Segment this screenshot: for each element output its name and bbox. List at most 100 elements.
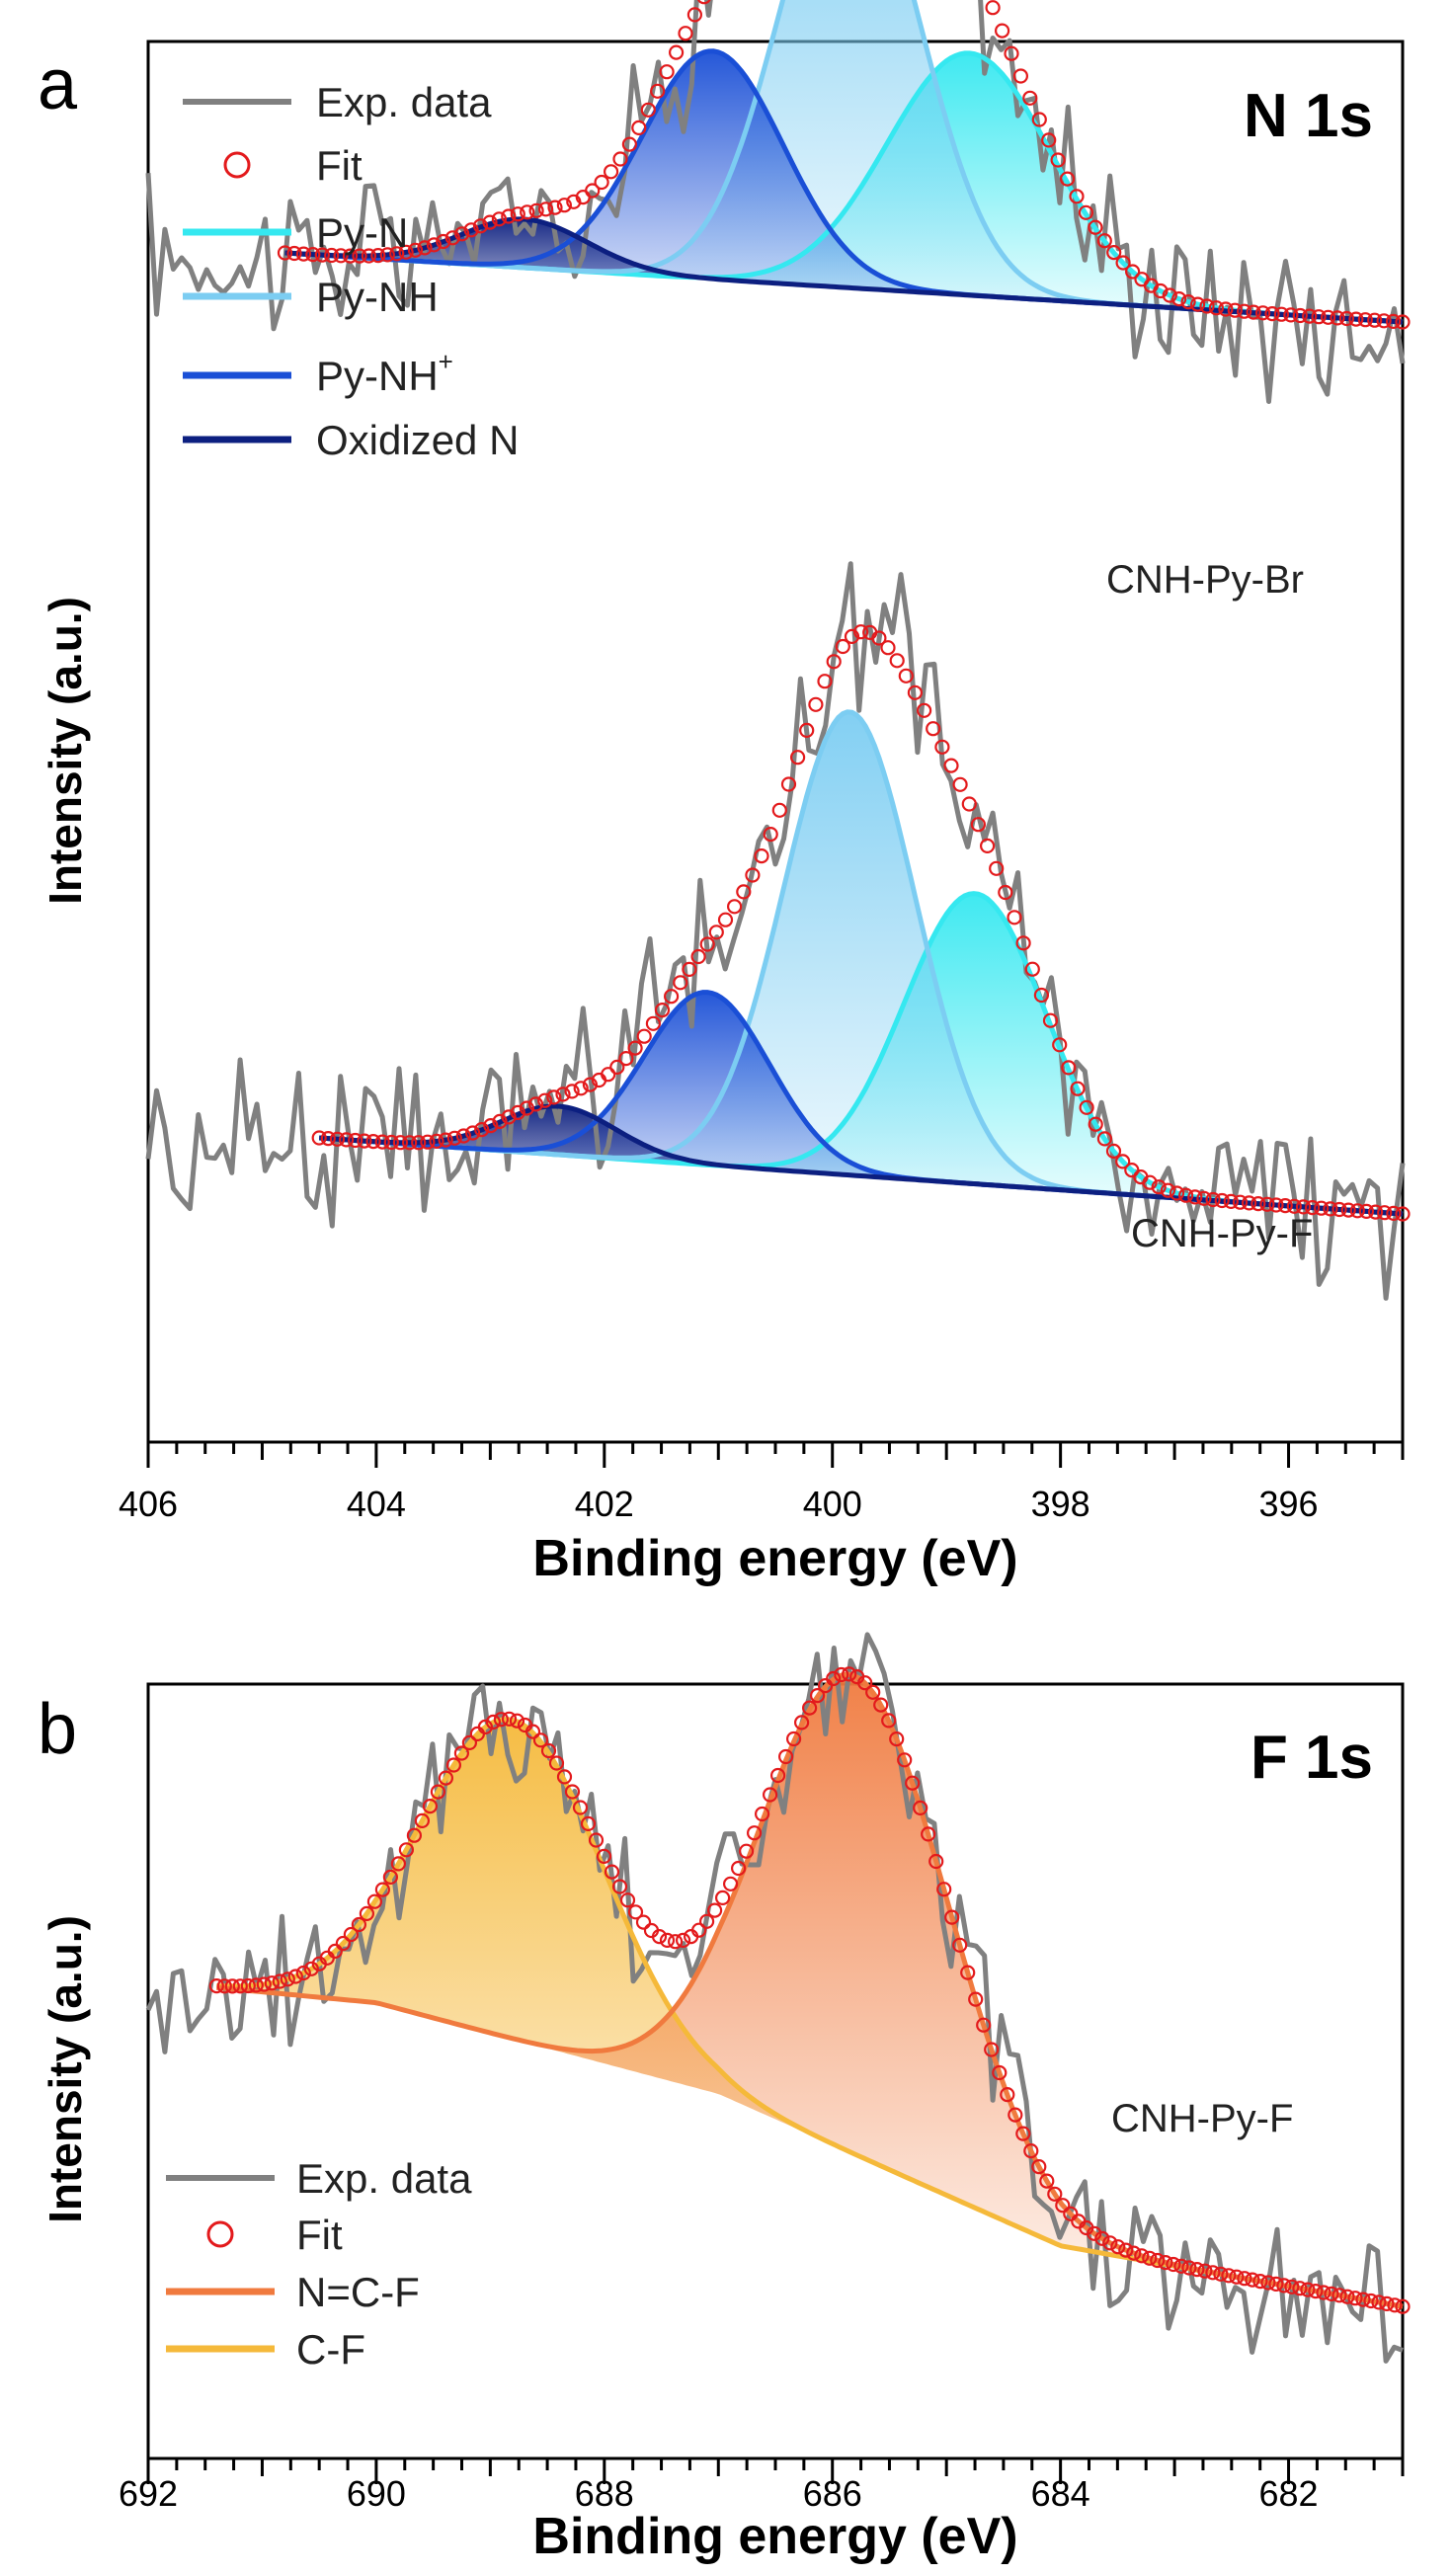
fit-point-cnh-py-br <box>436 233 451 250</box>
fit-point-cnh-py-f <box>556 1769 573 1785</box>
x-tick-label-a-398: 398 <box>1031 1484 1090 1524</box>
fit-point-cnh-py-f <box>1031 2159 1047 2175</box>
fit-point-cnh-py-br <box>342 248 359 264</box>
fit-point-cnh-py-br <box>1199 298 1215 314</box>
fit-point-cnh-py-f <box>232 1978 248 1994</box>
fit-point-cnh-py-f <box>1173 2258 1189 2274</box>
fit-point-cnh-py-f <box>1042 1012 1059 1028</box>
fit-point-cnh-py-f <box>913 1800 928 1816</box>
fit-point-cnh-py-f <box>339 1132 355 1148</box>
fit-point-cnh-py-f <box>564 1784 581 1800</box>
fit-point-cnh-py-f <box>1323 1201 1338 1217</box>
fit-point-cnh-py-f <box>1063 2206 1079 2221</box>
fit-point-cnh-py-br <box>1069 189 1085 204</box>
sample-label-cnh-py-f: CNH-Py-F <box>1131 1212 1313 1255</box>
fit-point-cnh-py-f <box>944 1909 960 1925</box>
fit-point-cnh-py-br <box>985 0 1001 16</box>
sample-label-cnh-py-br: CNH-Py-Br <box>1106 558 1304 602</box>
legend-label-py-nh: Py-NH <box>316 274 439 320</box>
fit-point-cnh-py-br <box>520 204 535 220</box>
fit-point-cnh-py-br <box>1254 305 1271 321</box>
fit-point-cnh-py-f <box>1295 1199 1312 1215</box>
fit-point-cnh-py-br <box>1273 306 1290 322</box>
fit-point-cnh-py-f <box>706 1902 723 1918</box>
fit-point-cnh-py-f <box>540 1742 557 1759</box>
fit-point-cnh-py-f <box>889 1731 905 1747</box>
fit-point-cnh-py-f <box>1102 2235 1118 2251</box>
fit-point-cnh-py-f <box>357 1133 372 1149</box>
fit-point-cnh-py-f <box>943 758 959 773</box>
fit-point-cnh-py-f <box>1237 2271 1252 2287</box>
fit-point-cnh-py-f <box>601 1067 616 1083</box>
fit-point-cnh-py-br <box>417 240 433 256</box>
fit-point-cnh-py-br <box>585 183 601 199</box>
fit-point-cnh-py-f <box>429 1133 444 1150</box>
fit-point-cnh-py-f <box>453 1745 469 1761</box>
fit-point-cnh-py-f <box>365 1133 381 1150</box>
fit-point-cnh-py-f <box>645 1015 662 1031</box>
fit-point-cnh-py-br <box>370 248 386 264</box>
fit-point-cnh-py-br <box>603 164 619 180</box>
fit-point-cnh-py-f <box>1033 987 1050 1004</box>
fit-point-cnh-py-f <box>992 2064 1008 2081</box>
x-tick-label-b-692: 692 <box>119 2473 178 2514</box>
fit-point-cnh-py-f <box>970 817 987 833</box>
fit-point-cnh-py-f <box>842 1666 857 1682</box>
series-exp-data-cnh-py-br <box>145 0 1406 404</box>
y-axis-label-b: Intensity (a.u.) <box>40 1915 91 2223</box>
fit-point-cnh-py-f <box>532 1732 549 1748</box>
fit-point-cnh-py-f <box>1213 2266 1229 2282</box>
fit-point-cnh-py-br <box>407 242 424 258</box>
legend-label-cf: C-F <box>296 2326 365 2373</box>
fit-point-cnh-py-f <box>1126 2245 1142 2261</box>
area-py-nh-cnh-py-br <box>284 0 1403 322</box>
fit-point-cnh-py-br <box>1078 204 1094 220</box>
fit-point-cnh-py-f <box>673 975 688 991</box>
fit-point-cnh-py-f <box>1252 2274 1268 2290</box>
fit-point-cnh-py-f <box>881 1713 897 1729</box>
fit-point-cnh-py-f <box>1187 1189 1203 1205</box>
fit-point-cnh-py-f <box>699 936 715 952</box>
fit-point-cnh-py-f <box>960 1965 976 1980</box>
fit-point-cnh-py-br <box>379 247 395 263</box>
fit-point-cnh-py-f <box>1134 2248 1150 2264</box>
fit-point-cnh-py-f <box>730 1860 747 1877</box>
fit-point-cnh-py-f <box>1314 1200 1330 1216</box>
fit-point-cnh-py-f <box>936 1882 952 1897</box>
chart-title-a: N 1s <box>1244 82 1373 150</box>
fit-point-cnh-py-f <box>1250 1195 1266 1212</box>
fit-point-cnh-py-f <box>1024 961 1040 977</box>
fit-point-cnh-py-f <box>1205 2265 1221 2281</box>
fit-point-cnh-py-br <box>1227 302 1243 318</box>
fit-point-cnh-py-f <box>1150 2252 1166 2269</box>
fit-point-cnh-py-f <box>926 721 941 737</box>
fit-point-cnh-py-br <box>1338 310 1355 327</box>
fit-point-cnh-py-f <box>1259 1196 1275 1212</box>
fit-point-cnh-py-f <box>817 674 833 689</box>
fit-point-cnh-py-br <box>1348 311 1364 327</box>
fit-point-cnh-py-f <box>519 1100 535 1116</box>
fit-point-cnh-py-f <box>1277 1197 1293 1214</box>
fit-point-cnh-py-br <box>361 248 376 264</box>
fit-point-cnh-py-f <box>422 1798 438 1814</box>
fit-point-cnh-py-f <box>627 1904 644 1920</box>
fit-point-cnh-py-br <box>1357 312 1373 328</box>
legend-label-fit: Fit <box>316 142 363 189</box>
fit-point-cnh-py-f <box>485 1714 501 1731</box>
fit-point-cnh-py-f <box>382 1869 398 1886</box>
fit-point-cnh-py-br <box>528 202 544 218</box>
fit-point-cnh-py-br <box>537 201 554 217</box>
fit-point-cnh-py-f <box>1008 2107 1023 2123</box>
fit-point-cnh-py-br <box>640 102 656 118</box>
fit-point-cnh-py-f <box>402 1135 418 1151</box>
fit-point-cnh-py-f <box>897 1752 913 1768</box>
x-tick-label-a-406: 406 <box>119 1484 178 1524</box>
fit-point-cnh-py-f <box>555 1087 571 1102</box>
fit-point-cnh-py-f <box>483 1117 499 1134</box>
fit-point-cnh-py-f <box>771 802 787 818</box>
fit-point-cnh-py-br <box>333 248 349 264</box>
fit-point-cnh-py-f <box>1349 1203 1365 1219</box>
x-tick-label-b-686: 686 <box>803 2473 862 2514</box>
fit-point-cnh-py-f <box>738 1843 755 1859</box>
panel-label-a: a <box>38 45 78 124</box>
